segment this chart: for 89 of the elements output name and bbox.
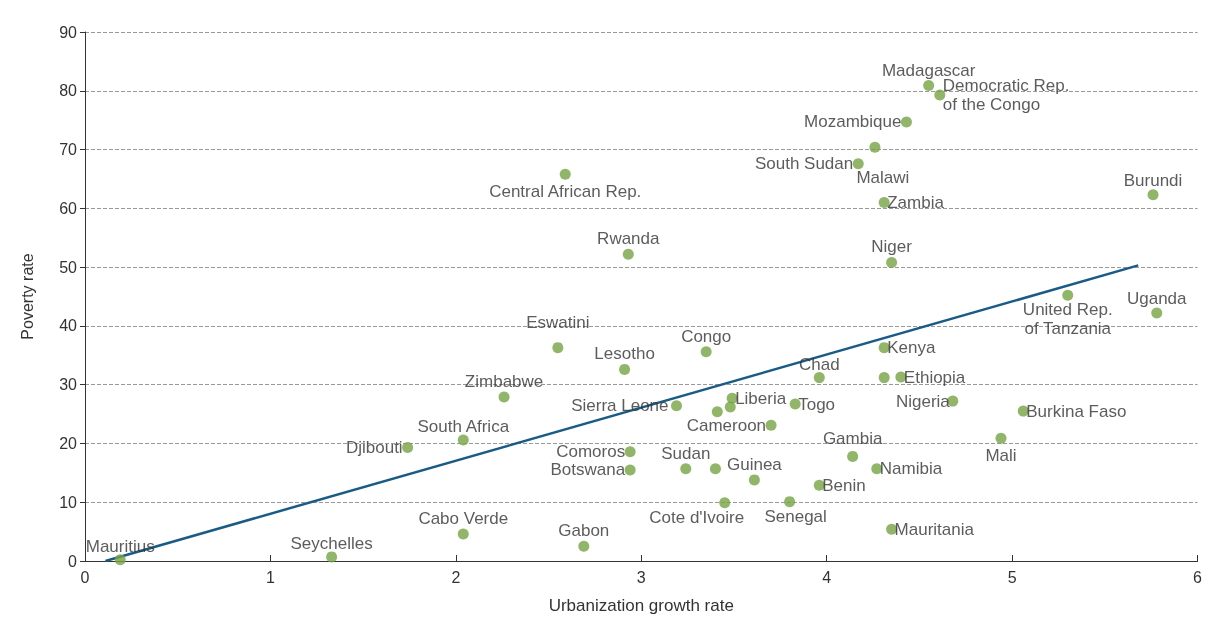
annotation: Botswana — [550, 460, 626, 480]
point — [1151, 307, 1163, 319]
point — [719, 497, 731, 509]
annotation: Mozambique — [804, 112, 902, 132]
point — [700, 346, 712, 358]
annotation: Djibouti — [345, 438, 403, 458]
point — [1062, 289, 1074, 301]
point — [1147, 189, 1159, 201]
x-tick-label: 6 — [1193, 568, 1203, 586]
point — [886, 256, 898, 268]
annotation: Ethiopia — [903, 367, 966, 387]
point — [114, 554, 126, 566]
point — [900, 116, 912, 128]
point — [498, 391, 510, 403]
annotation: Mauritius — [85, 536, 155, 556]
point — [724, 401, 736, 413]
y-axis-title: Poverty rate — [18, 253, 36, 340]
point — [784, 496, 796, 508]
point — [923, 79, 935, 91]
y-tick-label: 30 — [59, 376, 78, 394]
point — [578, 540, 590, 552]
annotation: Cabo Verde — [418, 508, 509, 528]
annotation: Guinea — [726, 454, 783, 474]
point — [711, 406, 723, 418]
annotation: Chad — [798, 354, 840, 374]
annotation: South Sudan — [754, 154, 854, 174]
annotation: Sudan — [661, 443, 711, 463]
x-tick-label: 3 — [636, 568, 646, 586]
annotation: Mali — [985, 446, 1017, 466]
annotation: Burundi — [1123, 170, 1183, 190]
point — [559, 168, 571, 180]
annotation: Nigeria — [895, 391, 951, 411]
point — [869, 141, 881, 153]
point — [671, 400, 683, 412]
annotation: Mauritania — [894, 519, 975, 539]
point — [748, 474, 760, 486]
annotation: Comoros — [556, 442, 626, 462]
y-tick-label: 70 — [59, 141, 78, 159]
annotation: Malawi — [856, 168, 910, 188]
annotation: South Africa — [417, 416, 510, 436]
point — [402, 442, 414, 454]
y-tick-label: 90 — [59, 23, 78, 41]
annotation: Benin — [822, 475, 866, 495]
annotation: Niger — [871, 237, 913, 257]
annotation: Namibia — [879, 459, 943, 479]
annotation: Rwanda — [597, 229, 661, 249]
x-tick-label: 5 — [1007, 568, 1017, 586]
annotation: Togo — [798, 394, 836, 414]
point — [709, 463, 721, 475]
point — [680, 463, 692, 475]
point — [624, 446, 636, 458]
point — [995, 432, 1007, 444]
point — [813, 372, 825, 384]
y-tick-label: 40 — [59, 317, 78, 335]
point — [622, 248, 634, 260]
annotation: Zambia — [887, 192, 945, 212]
annotation: Senegal — [764, 506, 827, 526]
y-tick-label: 20 — [59, 434, 78, 452]
point — [619, 363, 631, 375]
annotation: Lesotho — [594, 344, 655, 364]
x-tick-label: 1 — [265, 568, 275, 586]
annotation: Central African Rep. — [489, 182, 642, 202]
annotation: Uganda — [1126, 288, 1188, 308]
annotation: Kenya — [887, 338, 936, 358]
annotation: Cameroon — [686, 415, 767, 435]
point — [847, 450, 859, 462]
point — [457, 434, 469, 446]
annotation: Seychelles — [290, 533, 373, 553]
point — [326, 551, 338, 563]
y-tick-label: 80 — [59, 82, 78, 100]
annotation: Gabon — [558, 521, 610, 541]
annotation: Burkina Faso — [1026, 401, 1127, 421]
y-tick-label: 60 — [59, 199, 78, 217]
annotation: Congo — [681, 326, 732, 346]
y-tick-label: 0 — [68, 552, 78, 570]
y-tick-label: 50 — [59, 258, 78, 276]
x-tick-label: 0 — [80, 568, 90, 586]
annotation: Liberia — [735, 388, 787, 408]
x-tick-label: 2 — [451, 568, 461, 586]
point — [878, 372, 890, 384]
annotation: Cote d'Ivoire — [649, 507, 745, 527]
point — [552, 342, 564, 354]
point — [765, 419, 777, 431]
x-tick-label: 4 — [822, 568, 832, 586]
point — [457, 528, 469, 540]
annotation: Democratic Rep. of the Congo — [942, 75, 1070, 114]
x-axis-title: Urbanization growth rate — [548, 596, 734, 615]
point — [852, 158, 864, 170]
y-tick-label: 10 — [59, 493, 78, 511]
